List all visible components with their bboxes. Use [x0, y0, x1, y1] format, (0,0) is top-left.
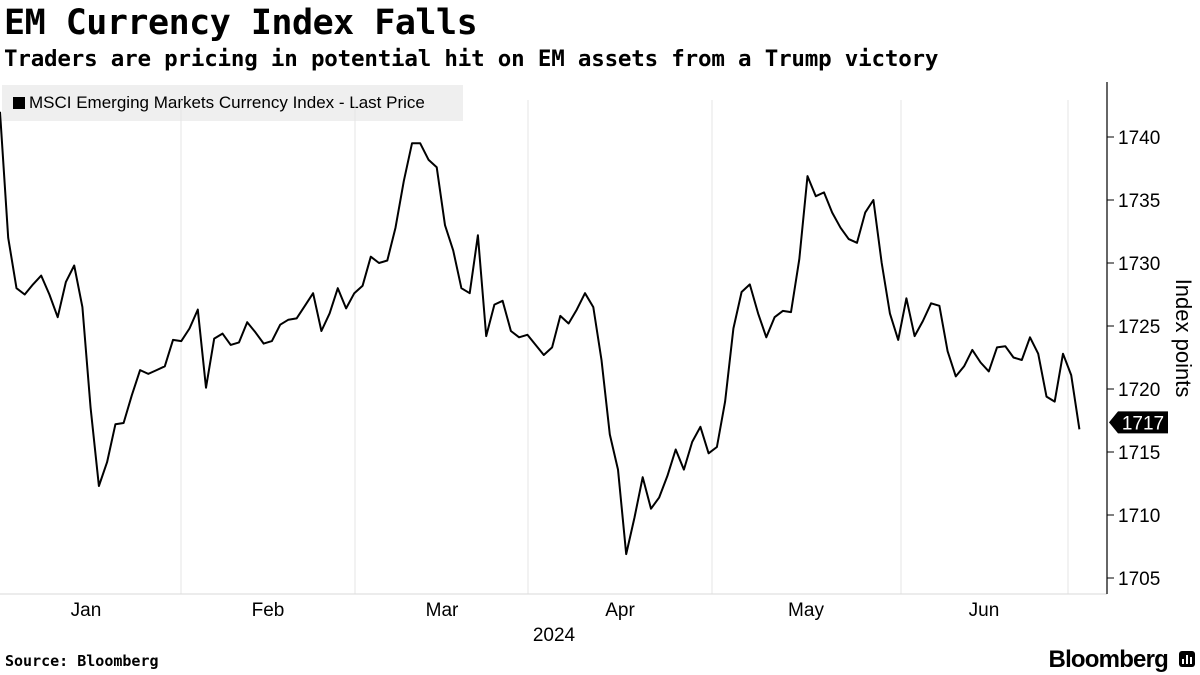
chart-subtitle: Traders are pricing in potential hit on …	[4, 46, 939, 72]
last-value-tag	[1109, 411, 1168, 434]
legend-label: MSCI Emerging Markets Currency Index - L…	[29, 93, 425, 112]
x-tick-label: Jun	[969, 600, 1000, 621]
y-tick-label: 1710	[1118, 506, 1160, 527]
y-tick-label: 1740	[1118, 128, 1160, 149]
y-tick-label: 1720	[1118, 380, 1160, 401]
y-tick-label: 1725	[1118, 317, 1160, 338]
legend-swatch	[13, 97, 25, 109]
x-tick-label: May	[788, 600, 824, 621]
x-tick-label: Apr	[605, 600, 635, 621]
brand-logo: Bloomberg	[1048, 646, 1169, 673]
y-tick-label: 1705	[1118, 569, 1160, 590]
source-note: Source: Bloomberg	[5, 652, 159, 670]
x-tick-label: Feb	[252, 600, 285, 621]
y-tick-label: 1730	[1118, 254, 1160, 275]
y-tick-label: 1735	[1118, 191, 1160, 212]
x-tick-label: Jan	[71, 600, 102, 621]
y-tick-label: 1715	[1118, 443, 1160, 464]
series-line	[0, 111, 1081, 556]
chart-title: EM Currency Index Falls	[4, 3, 478, 43]
x-axis-title: 2024	[533, 625, 576, 646]
bar-chart-icon	[1179, 651, 1195, 667]
x-tick-label: Mar	[426, 600, 459, 621]
last-value-label: 1717	[1122, 413, 1164, 434]
legend: MSCI Emerging Markets Currency Index - L…	[2, 85, 463, 121]
y-axis-title: Index points	[1171, 279, 1196, 398]
